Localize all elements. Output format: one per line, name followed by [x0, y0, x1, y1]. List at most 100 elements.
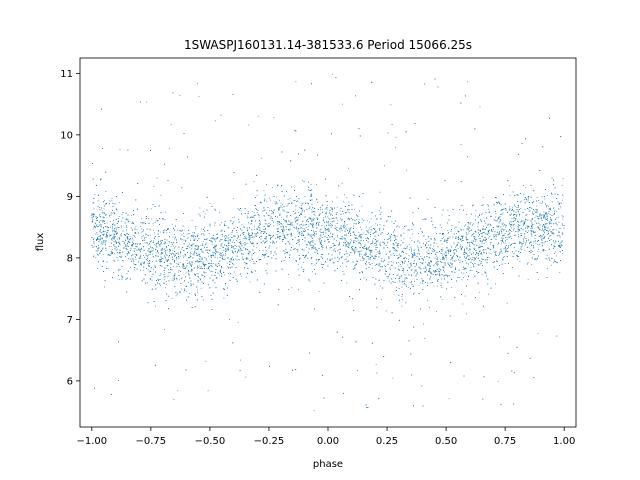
data-point [398, 244, 399, 246]
data-point [360, 236, 361, 238]
data-point [174, 238, 176, 240]
data-point [561, 215, 563, 217]
data-point [114, 240, 116, 242]
data-point [287, 241, 289, 243]
data-point [332, 221, 333, 223]
data-point [504, 233, 506, 234]
data-point [481, 241, 483, 243]
data-point [410, 246, 412, 248]
data-point [375, 364, 377, 366]
data-point [287, 198, 289, 200]
data-point [226, 236, 228, 238]
data-point [196, 289, 198, 291]
data-point [407, 258, 409, 260]
data-point [211, 263, 213, 265]
data-point [358, 221, 360, 222]
data-point [210, 294, 212, 296]
data-point [297, 230, 299, 232]
data-point [227, 266, 228, 268]
data-point [427, 263, 428, 265]
data-point [155, 244, 157, 246]
data-point [312, 230, 314, 232]
data-point [197, 281, 199, 283]
data-point [218, 212, 220, 214]
data-point [333, 245, 334, 247]
data-point [121, 241, 123, 242]
data-point [173, 266, 175, 268]
data-point [421, 281, 423, 283]
data-point [109, 226, 111, 228]
data-point [488, 257, 490, 258]
data-point [541, 240, 543, 241]
data-point [203, 211, 205, 213]
data-point [468, 248, 470, 250]
data-point [104, 199, 105, 201]
data-point [197, 83, 198, 85]
data-point [531, 220, 532, 222]
data-point [510, 209, 512, 211]
data-point [279, 232, 281, 234]
data-point [201, 256, 203, 258]
data-point [398, 265, 400, 267]
data-point [175, 239, 177, 240]
data-point [384, 165, 385, 167]
data-point [546, 268, 548, 270]
data-point [106, 235, 107, 237]
data-point [465, 237, 467, 239]
data-point [135, 226, 137, 227]
data-point [544, 216, 546, 218]
data-point [338, 249, 340, 250]
data-point [513, 224, 515, 226]
data-point [111, 212, 113, 214]
data-point [291, 186, 292, 188]
data-point [113, 241, 115, 242]
data-point [115, 234, 117, 235]
data-point [155, 218, 157, 220]
data-point [396, 235, 398, 237]
data-point [548, 231, 549, 232]
data-point [178, 266, 180, 267]
data-point [345, 253, 347, 255]
data-point [126, 246, 127, 248]
data-point [504, 242, 506, 244]
data-point [224, 284, 226, 286]
data-point [497, 218, 499, 220]
data-point [515, 218, 516, 220]
data-point [463, 277, 464, 279]
data-point [551, 233, 553, 234]
data-point [478, 236, 479, 238]
data-point [320, 254, 322, 255]
data-point [545, 257, 547, 259]
data-point [231, 241, 233, 243]
data-point [328, 229, 330, 231]
data-point [361, 205, 363, 207]
data-point [440, 259, 442, 261]
data-point [129, 239, 131, 240]
data-point [212, 237, 214, 239]
data-point [153, 248, 154, 250]
data-point [273, 255, 274, 256]
data-point [503, 222, 505, 224]
data-point [306, 221, 307, 222]
data-point [97, 200, 99, 202]
data-point [302, 179, 303, 181]
data-point [160, 194, 162, 196]
data-point [370, 255, 372, 257]
data-point [488, 293, 489, 295]
data-point [321, 264, 323, 265]
data-point [524, 208, 526, 210]
data-point [441, 262, 443, 263]
data-point [118, 279, 120, 280]
data-point [421, 231, 423, 232]
data-point [417, 272, 418, 274]
data-point [548, 206, 550, 208]
data-point [190, 270, 192, 272]
data-point [441, 278, 442, 280]
data-point [395, 286, 397, 288]
data-point [395, 136, 397, 138]
data-point [379, 224, 381, 226]
data-point [293, 227, 295, 229]
data-point [261, 235, 263, 237]
data-point [236, 240, 238, 241]
data-point [263, 255, 265, 257]
